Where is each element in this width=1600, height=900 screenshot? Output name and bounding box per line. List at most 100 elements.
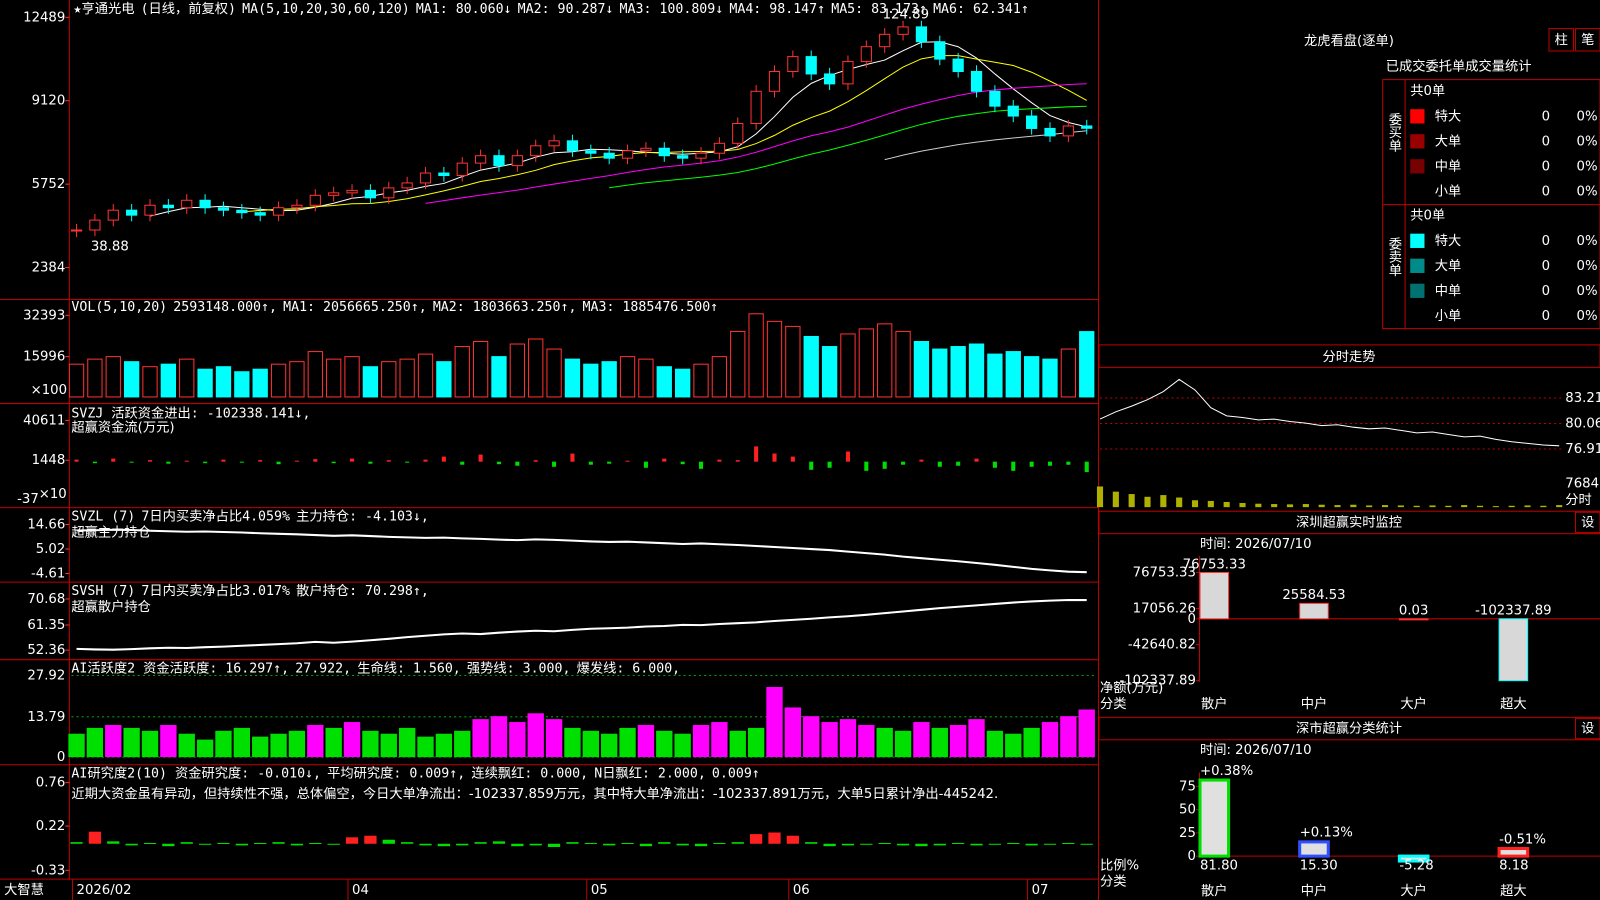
readout: VOL(5,10,20) — [71, 300, 167, 315]
y-tick-label: 27.92 — [27, 669, 65, 684]
volume-bar — [270, 363, 287, 398]
unit-label: ×10 — [39, 487, 67, 502]
volume-bar — [381, 361, 397, 398]
intraday-volume — [1476, 505, 1484, 508]
flow-bar — [74, 459, 79, 462]
flow-bar — [1029, 461, 1034, 467]
swatch — [1410, 134, 1425, 149]
activity-bar — [803, 716, 820, 758]
research-bar — [731, 842, 744, 844]
readout: SVSH (7) — [71, 584, 135, 599]
volume-bar — [454, 346, 470, 398]
button[interactable]: 笔 — [1581, 32, 1594, 48]
volume-bar — [913, 340, 930, 398]
flow-bar — [882, 461, 887, 469]
swatch — [1410, 233, 1425, 248]
candle — [713, 142, 725, 154]
research-bar — [107, 841, 120, 844]
volume-bar — [656, 366, 672, 398]
volume-bar — [766, 320, 783, 398]
activity-bar — [1023, 727, 1040, 758]
y-tick-label: 0 — [57, 750, 65, 765]
subtitle: 超赢散户持仓 — [71, 598, 151, 615]
candle — [217, 207, 230, 211]
pct-label: -0.51% — [1499, 832, 1546, 847]
row-pct: 0% — [1577, 284, 1598, 299]
intraday-volume — [1556, 505, 1563, 508]
activity-bar — [545, 719, 563, 758]
flow-bar — [956, 461, 961, 466]
y-tick-label: -4.61 — [31, 566, 65, 581]
intraday-volume — [1160, 495, 1167, 508]
volume-bar — [748, 313, 764, 398]
button[interactable]: 柱 — [1555, 32, 1568, 48]
row-qty: 0 — [1542, 234, 1550, 249]
research-bar — [254, 842, 267, 844]
value-label: -5.28 — [1399, 858, 1433, 873]
activity-bar — [86, 727, 104, 758]
time: 时间: 2026/07/10 — [1200, 742, 1312, 758]
volume-bar — [1023, 356, 1040, 398]
volume-bar — [307, 351, 323, 398]
research-bar — [401, 842, 414, 844]
volume-bar — [142, 366, 158, 398]
intraday-volume — [1286, 504, 1294, 508]
button[interactable]: 设 — [1581, 721, 1594, 737]
volume-bar — [564, 358, 581, 398]
readout: SVZJ 活跃资金进出: -102338.141↓, — [71, 405, 310, 421]
bar — [1498, 618, 1529, 682]
row-name: 大单 — [1435, 133, 1462, 149]
research-bar — [676, 843, 689, 846]
research-bar — [694, 843, 708, 847]
axis-label: 分时 — [1565, 492, 1592, 508]
y-tick-label: 76843 — [1565, 477, 1600, 492]
intraday-volume — [1540, 505, 1547, 508]
button[interactable]: 设 — [1581, 514, 1594, 530]
research-bar — [1025, 843, 1038, 846]
volume-bar — [326, 358, 342, 398]
readout: MA3: 1885476.500↑ — [583, 300, 719, 315]
activity-bar — [913, 722, 930, 758]
value-label: 81.80 — [1200, 858, 1238, 873]
volume-bar — [344, 356, 360, 398]
activity-bar — [160, 724, 177, 758]
research-bar — [547, 843, 561, 847]
research-bar — [1007, 842, 1020, 844]
research-bar — [860, 843, 873, 845]
candle — [438, 172, 450, 177]
readout: SVZL (7) — [71, 509, 135, 524]
bar — [1299, 602, 1329, 620]
flow-bar — [735, 460, 740, 462]
flow-bar — [937, 461, 942, 467]
candle — [364, 189, 377, 199]
y-tick-label: 76753.33 — [1133, 565, 1196, 580]
volume-bar — [472, 340, 489, 398]
candle — [511, 155, 523, 167]
candle — [493, 155, 505, 167]
intraday-volume — [1191, 500, 1199, 508]
intraday-volume — [1397, 505, 1404, 508]
volume-bar — [197, 368, 213, 398]
intraday-volume — [1144, 496, 1151, 508]
activity-bar — [178, 733, 195, 758]
flow-bar — [754, 446, 759, 462]
volume-bar — [711, 356, 728, 398]
intraday-volume — [1492, 506, 1499, 508]
research-bar — [180, 842, 193, 844]
row-qty: 0 — [1542, 184, 1550, 199]
research-bar — [713, 842, 726, 844]
intraday-volume — [1318, 504, 1325, 508]
flow-bar — [625, 460, 630, 462]
candle — [915, 26, 928, 43]
research-bar — [805, 842, 818, 844]
y-tick-label: 0.22 — [36, 819, 66, 834]
readout: N日飘红: 2.000, — [594, 765, 706, 781]
side-label: 委买单 — [1386, 112, 1402, 153]
candle — [419, 172, 432, 184]
research-bar — [639, 843, 653, 847]
activity-bar — [692, 724, 710, 758]
y-tick-label: -0.33 — [31, 863, 65, 878]
intraday-volume — [1128, 494, 1135, 508]
candle — [475, 155, 487, 164]
y-tick-label: 76.91 — [1565, 442, 1600, 457]
